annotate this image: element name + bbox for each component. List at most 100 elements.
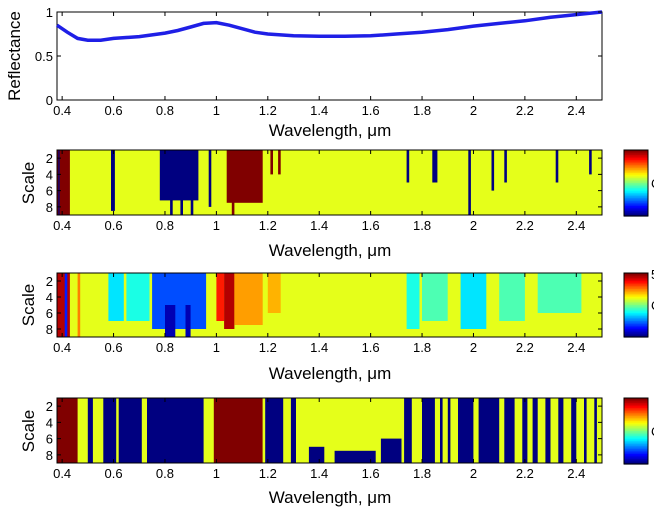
colorbar-segment bbox=[624, 298, 648, 301]
colorbar-segment bbox=[624, 159, 648, 163]
x-tick-label: 0.8 bbox=[156, 218, 174, 233]
scale-heatmap-1-colorbar bbox=[623, 149, 649, 217]
heatmap-cell bbox=[165, 305, 176, 337]
heatmap-cell bbox=[440, 398, 443, 463]
colorbar-segment bbox=[624, 212, 648, 215]
colorbar-segment bbox=[624, 442, 648, 445]
colorbar-segment bbox=[624, 306, 648, 309]
heatmap-cell bbox=[152, 273, 207, 329]
heatmap-cell bbox=[555, 150, 559, 183]
heatmap-cell bbox=[180, 198, 183, 216]
scale-heatmap-3-x-ticks: 0.4 0.6 0.8 1 1.2 1.4 1.6 1.8 2 2.2 2.4 bbox=[53, 398, 585, 481]
x-tick-label: 2.2 bbox=[516, 218, 534, 233]
colorbar-segment bbox=[624, 462, 648, 465]
colorbar-segment bbox=[624, 314, 648, 317]
colorbar-segment bbox=[624, 411, 648, 414]
heatmap-cell bbox=[422, 398, 435, 463]
y-tick-label: 1 bbox=[46, 5, 53, 20]
x-tick-label: 1 bbox=[213, 218, 220, 233]
heatmap-cell bbox=[159, 150, 199, 201]
x-tick-label: 1.4 bbox=[310, 218, 328, 233]
heatmap-cell bbox=[213, 398, 263, 463]
y-tick-label: 0 bbox=[46, 93, 53, 108]
colorbar-segment bbox=[624, 156, 648, 159]
reflectance-y-axis-label: Reflectance bbox=[5, 11, 24, 101]
scale-heatmap-2-colorbar-ticks: 5C bbox=[651, 267, 654, 313]
colorbar-segment bbox=[624, 449, 648, 452]
heatmap-cell bbox=[406, 273, 420, 329]
colorbar-segment bbox=[624, 191, 648, 194]
colorbar-segment bbox=[624, 454, 648, 457]
colorbar-segment bbox=[624, 324, 648, 327]
x-tick-label: 1.4 bbox=[310, 103, 328, 118]
x-tick-label: 2 bbox=[470, 466, 477, 481]
colorbar-segment bbox=[624, 419, 648, 422]
colorbar-segment bbox=[624, 399, 648, 402]
heatmap-cell bbox=[447, 398, 451, 463]
colorbar-segment bbox=[624, 282, 648, 285]
colorbar-segment bbox=[624, 305, 648, 308]
heatmap-cell bbox=[458, 398, 474, 463]
heatmap-background bbox=[57, 150, 602, 215]
scale-heatmap-2-frame bbox=[56, 272, 603, 338]
heatmap-cell bbox=[499, 273, 525, 321]
scale-heatmap-3-y-ticks: 24 68 bbox=[46, 399, 602, 463]
colorbar-segment bbox=[624, 192, 648, 196]
colorbar-segment bbox=[624, 447, 648, 450]
colorbar-segment bbox=[624, 186, 648, 189]
heatmap-cell bbox=[334, 450, 376, 463]
x-tick-label: 1.2 bbox=[259, 103, 277, 118]
y-tick-label: 4 bbox=[46, 167, 53, 182]
colorbar-segment bbox=[624, 151, 648, 154]
colorbar-segment bbox=[624, 184, 648, 187]
colorbar-segment bbox=[624, 401, 648, 404]
colorbar-segment bbox=[624, 309, 648, 312]
colorbar-segment bbox=[624, 166, 648, 169]
heatmap-cell bbox=[190, 198, 194, 216]
heatmap-cell bbox=[170, 198, 173, 216]
colorbar-segment bbox=[624, 178, 648, 181]
colorbar-segment bbox=[624, 317, 648, 320]
heatmap-cell bbox=[422, 273, 448, 321]
heatmap-cell bbox=[58, 150, 60, 215]
heatmap-cell bbox=[308, 446, 325, 464]
colorbar-segment bbox=[624, 311, 648, 314]
scale-heatmap-3-colorbar bbox=[623, 397, 649, 465]
reflectance-y-ticks: 00.51 bbox=[35, 5, 602, 108]
heatmap-cell bbox=[380, 438, 402, 463]
heatmap-cell bbox=[265, 398, 284, 463]
y-tick-label: 2 bbox=[46, 151, 53, 166]
x-tick-label: 0.6 bbox=[105, 218, 123, 233]
colorbar-segment bbox=[624, 432, 648, 435]
colorbar-segment bbox=[624, 150, 648, 153]
x-tick-label: 2.2 bbox=[516, 466, 534, 481]
heatmap-cell bbox=[224, 273, 235, 329]
heatmap-cell bbox=[545, 398, 551, 463]
reflectance-x-ticks: 0.4 0.6 0.8 1 1.2 1.4 1.6 1.8 2 2.2 2.4 bbox=[53, 12, 585, 118]
colorbar-segment bbox=[624, 457, 648, 460]
x-tick-label: 2.4 bbox=[567, 340, 585, 355]
colorbar-segment bbox=[624, 308, 648, 311]
heatmap-cell bbox=[504, 398, 515, 463]
heatmap-cell bbox=[532, 398, 538, 463]
colorbar-segment bbox=[624, 207, 648, 210]
heatmap-cell bbox=[594, 398, 597, 463]
scale-heatmap-2-x-ticks: 0.4 0.6 0.8 1 1.2 1.4 1.6 1.8 2 2.2 2.4 bbox=[53, 273, 585, 355]
colorbar-segment bbox=[624, 301, 648, 304]
colorbar-segment bbox=[624, 300, 648, 303]
x-tick-label: 1.2 bbox=[259, 466, 277, 481]
colorbar-segment bbox=[624, 289, 648, 292]
x-tick-label: 2.4 bbox=[567, 218, 585, 233]
heatmap-cell bbox=[126, 273, 150, 321]
colorbar-segment bbox=[624, 158, 648, 161]
y-tick-label: 8 bbox=[46, 448, 53, 463]
scale-heatmap-2-cells bbox=[57, 273, 602, 337]
colorbar-segment bbox=[624, 439, 648, 442]
scale-heatmap-2-colorbar bbox=[623, 272, 649, 338]
x-tick-label: 1.8 bbox=[413, 466, 431, 481]
x-tick-label: 0.8 bbox=[156, 340, 174, 355]
colorbar-segment bbox=[624, 440, 648, 444]
x-tick-label: 0.8 bbox=[156, 466, 174, 481]
heatmap-cell bbox=[589, 150, 592, 175]
